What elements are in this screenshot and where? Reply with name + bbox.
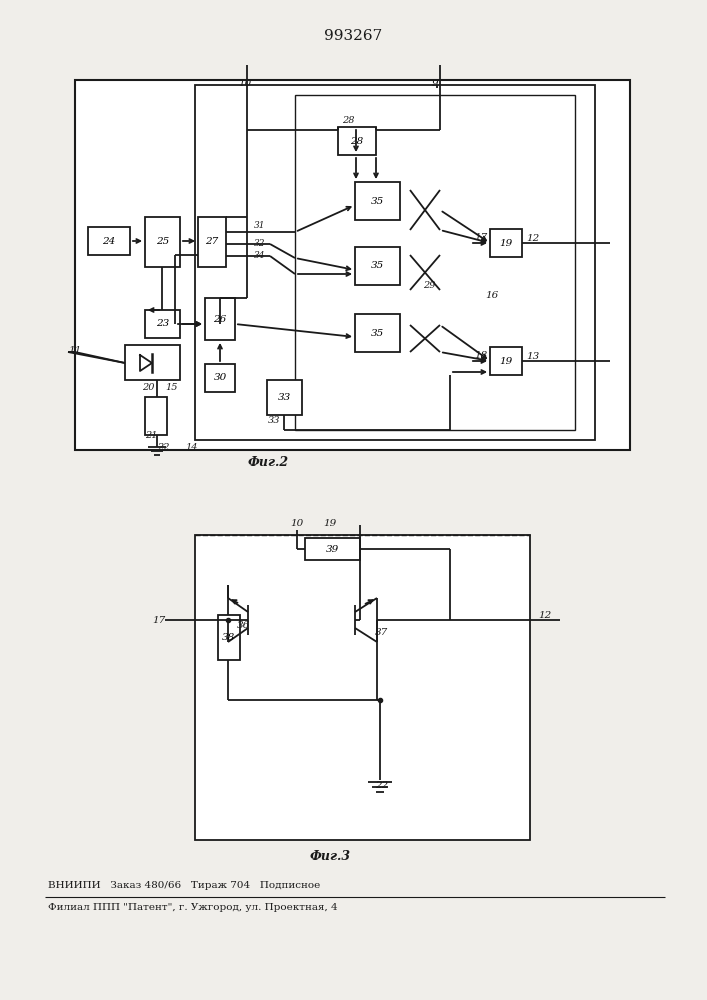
Text: 39: 39 — [325, 544, 339, 554]
Text: 32: 32 — [254, 239, 266, 248]
Text: 25: 25 — [156, 237, 169, 246]
Bar — [205, 364, 235, 392]
Text: Фиг.2: Фиг.2 — [247, 456, 288, 468]
Text: 23: 23 — [156, 320, 169, 328]
Text: 28: 28 — [342, 116, 354, 125]
Bar — [295, 95, 575, 430]
Text: 13: 13 — [526, 352, 539, 361]
Text: 31: 31 — [254, 221, 266, 230]
Text: 37: 37 — [375, 628, 388, 637]
Text: 22: 22 — [157, 443, 170, 452]
Text: 11: 11 — [68, 346, 81, 355]
Text: ВНИИПИ   Заказ 480/66   Тираж 704   Подписное: ВНИИПИ Заказ 480/66 Тираж 704 Подписное — [48, 881, 320, 890]
Bar — [305, 538, 360, 560]
Text: 22: 22 — [375, 781, 388, 790]
Bar — [490, 229, 522, 257]
Text: 20: 20 — [142, 383, 155, 392]
Bar — [145, 397, 167, 435]
Bar — [198, 217, 226, 267]
Bar — [355, 314, 400, 352]
Bar — [355, 182, 400, 220]
Text: 35: 35 — [371, 196, 384, 206]
Text: 33: 33 — [278, 393, 291, 402]
Text: 27: 27 — [205, 237, 218, 246]
Text: 17: 17 — [474, 233, 487, 242]
Text: 34: 34 — [254, 251, 266, 260]
Text: 35: 35 — [371, 261, 384, 270]
Bar — [267, 380, 302, 415]
Text: 10: 10 — [290, 519, 303, 528]
Text: 28: 28 — [351, 136, 363, 145]
Text: 38: 38 — [223, 634, 235, 643]
Text: 15: 15 — [165, 383, 177, 392]
Text: 993267: 993267 — [324, 29, 382, 43]
Bar — [145, 310, 180, 338]
Text: 30: 30 — [214, 373, 227, 382]
Text: 19: 19 — [323, 519, 337, 528]
Bar — [145, 217, 180, 267]
Text: 12: 12 — [526, 234, 539, 243]
Bar — [490, 347, 522, 375]
Text: 19: 19 — [499, 357, 513, 365]
Bar — [75, 80, 630, 450]
Text: 10: 10 — [238, 79, 251, 88]
Text: 33: 33 — [268, 416, 281, 425]
Text: 29: 29 — [423, 281, 436, 290]
Text: 19: 19 — [499, 238, 513, 247]
Text: Фиг.3: Фиг.3 — [310, 850, 351, 863]
Text: 26: 26 — [214, 314, 227, 324]
Text: 12: 12 — [538, 611, 551, 620]
Bar — [355, 247, 400, 285]
Text: 35: 35 — [371, 328, 384, 338]
Bar — [205, 298, 235, 340]
Text: 17: 17 — [152, 616, 165, 625]
Bar — [338, 127, 376, 155]
Bar — [218, 615, 240, 660]
Text: 9: 9 — [432, 79, 438, 88]
Text: Филиал ППП "Патент", г. Ужгород, ул. Проектная, 4: Филиал ППП "Патент", г. Ужгород, ул. Про… — [48, 903, 338, 912]
Text: 36: 36 — [237, 621, 250, 630]
Text: 14: 14 — [185, 443, 197, 452]
Text: 24: 24 — [103, 236, 116, 245]
Bar — [195, 85, 595, 440]
Bar — [195, 535, 530, 840]
Bar — [125, 345, 180, 380]
Text: 16: 16 — [485, 291, 498, 300]
Text: 18: 18 — [474, 351, 487, 360]
Bar — [88, 227, 130, 255]
Text: 21: 21 — [145, 431, 158, 440]
